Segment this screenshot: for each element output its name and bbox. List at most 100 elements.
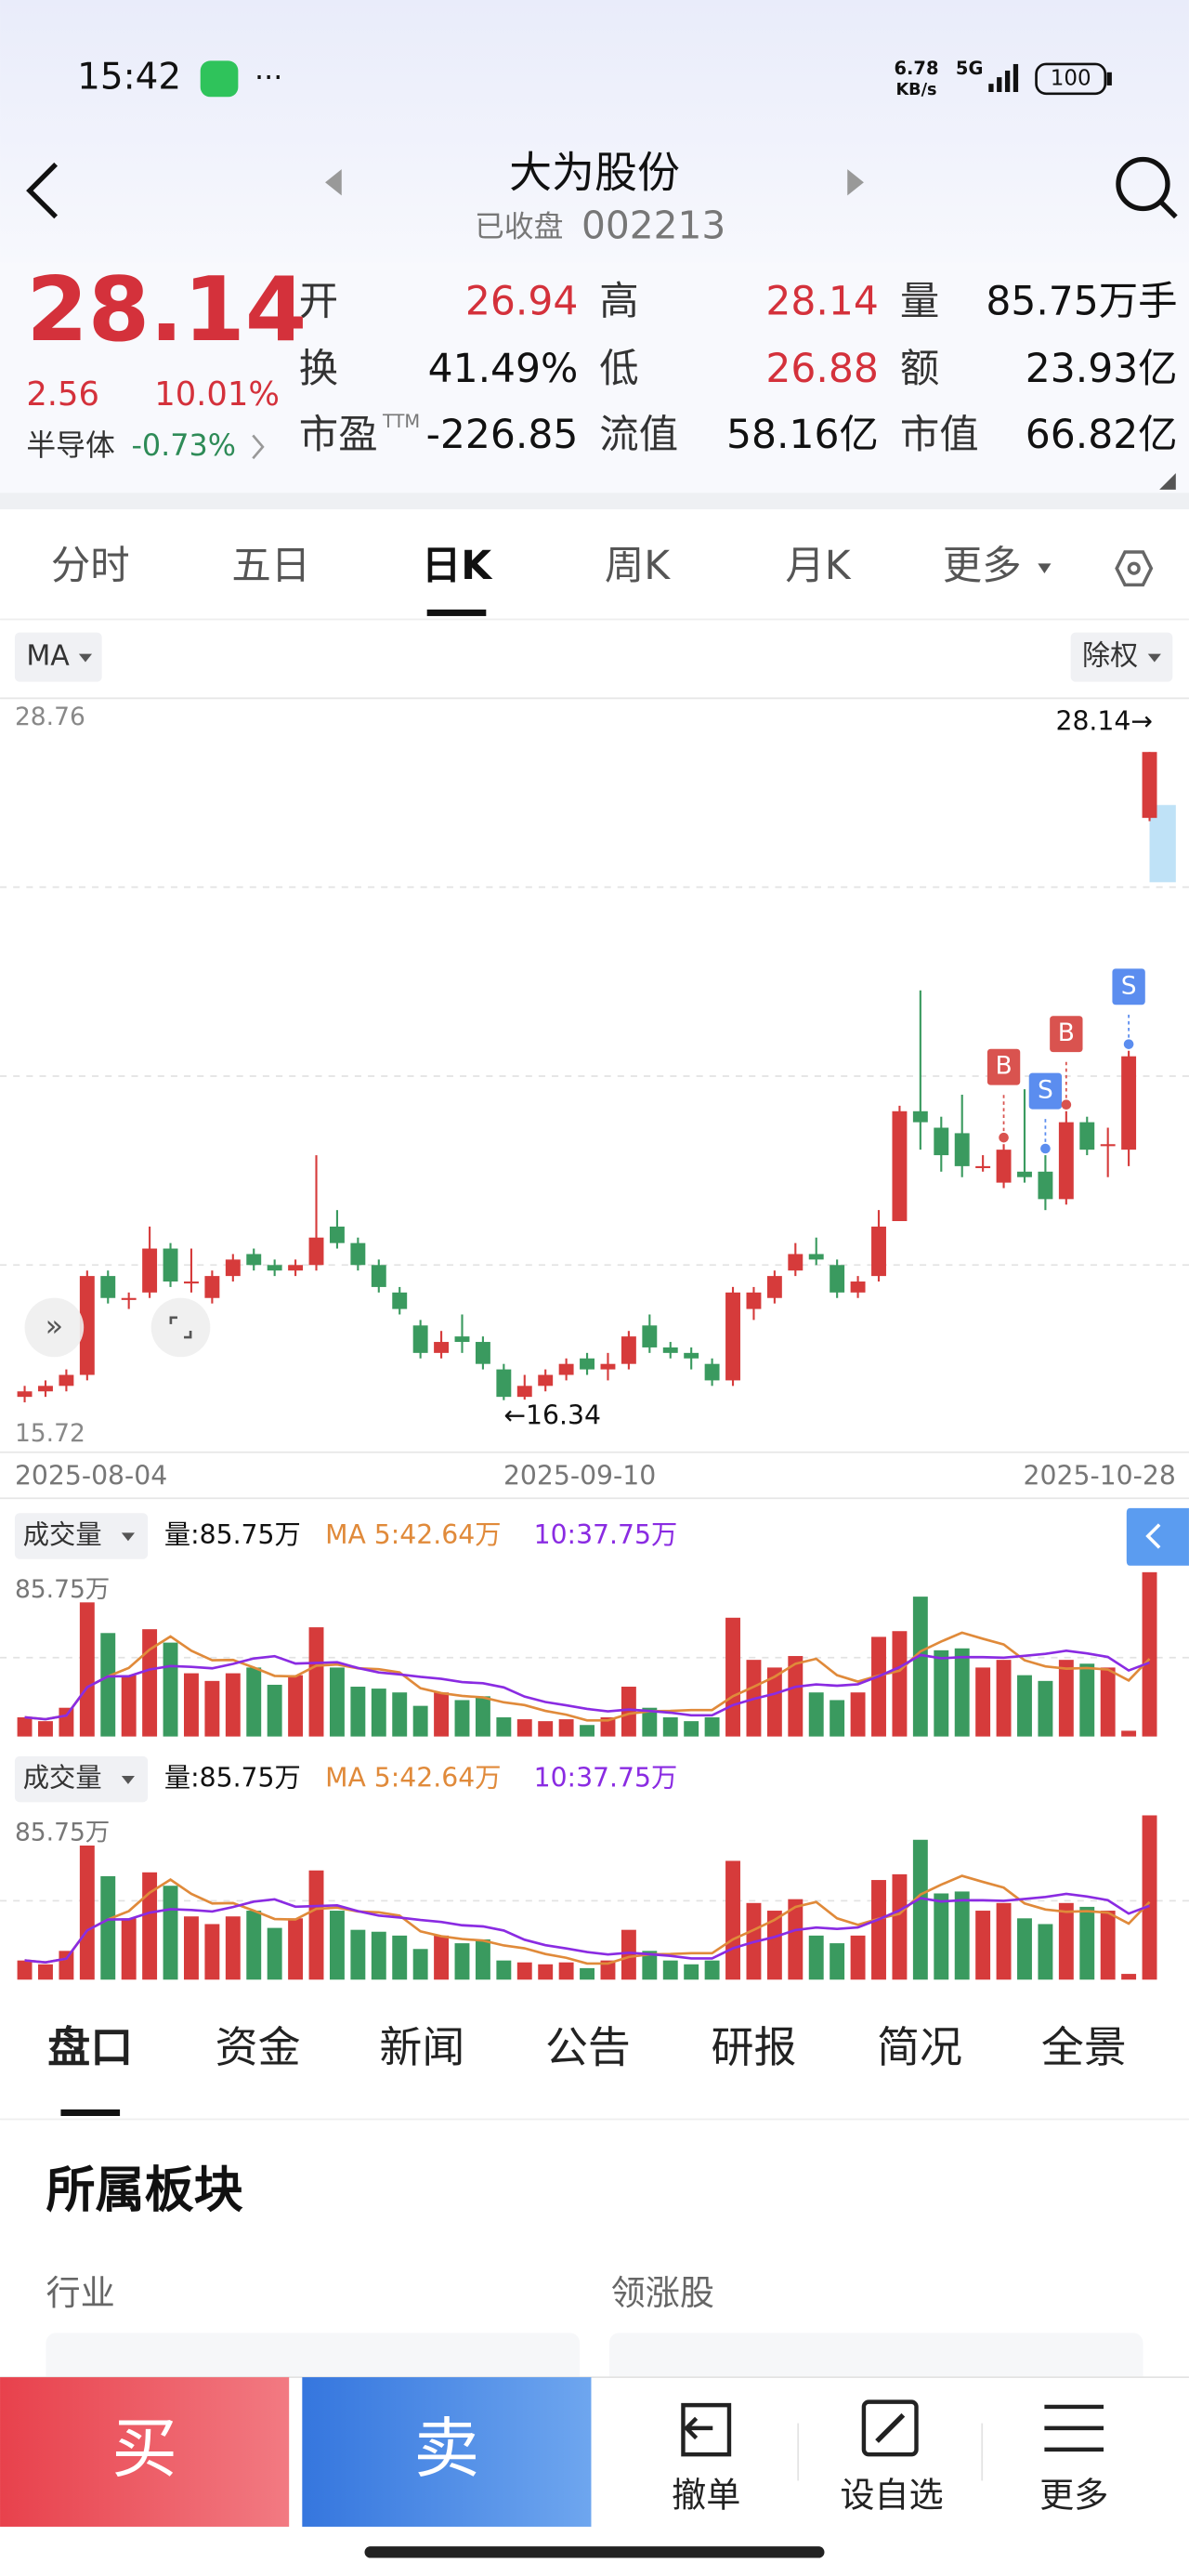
expand-corner[interactable]	[1159, 473, 1176, 490]
info-tab[interactable]: 全景	[1041, 2022, 1127, 2072]
volume-bar	[79, 1602, 95, 1737]
field-value: 58.16亿	[726, 413, 879, 458]
battery-tip	[1106, 72, 1112, 85]
volume-bar	[934, 1893, 949, 1980]
volume-bar	[1017, 1918, 1032, 1980]
volume-bar	[830, 1943, 845, 1980]
volume-title: 成交量	[23, 1763, 102, 1794]
period-tab[interactable]: 日K	[422, 544, 493, 589]
side-tab[interactable]	[1126, 1507, 1189, 1566]
marker-dot	[999, 1132, 1009, 1143]
volume-ma10-line	[24, 1892, 1151, 1965]
volume-bar	[308, 1870, 324, 1980]
candle-body	[434, 1342, 450, 1353]
field-label: 市盈	[299, 413, 378, 458]
volume-ma5: MA 5:42.64万	[325, 1519, 501, 1550]
search-button[interactable]	[1116, 156, 1170, 212]
volume-bar	[600, 1717, 616, 1737]
volume-bar	[59, 1951, 74, 1980]
candle-body	[246, 1254, 262, 1266]
info-tab[interactable]: 资金	[216, 2022, 301, 2072]
volume-bar	[350, 1929, 366, 1980]
volume-bar	[830, 1700, 845, 1737]
volume-current: 量:85.75万	[164, 1519, 301, 1550]
candle-body	[392, 1292, 408, 1309]
clock: 15:42	[77, 56, 181, 98]
volume-bar	[788, 1656, 804, 1737]
action-item[interactable]: 撤单	[672, 2476, 740, 2516]
volume-bar	[954, 1648, 970, 1737]
volume-bar	[1100, 1911, 1116, 1980]
volume-bar	[412, 1949, 428, 1980]
volume-caret	[121, 1532, 135, 1542]
candle-body	[163, 1248, 178, 1282]
field-label: 额	[900, 347, 939, 392]
ma-button[interactable]	[14, 632, 102, 682]
cancel-icon	[681, 2402, 732, 2457]
volume-bar	[725, 1860, 740, 1980]
candle-body	[329, 1226, 345, 1243]
period-tab[interactable]: 分时	[51, 544, 130, 589]
trade-marker[interactable]	[986, 1048, 1021, 1085]
scroll-left[interactable]	[24, 1297, 85, 1358]
candle-body	[642, 1325, 658, 1347]
volume-bar	[38, 1964, 53, 1980]
volume-bar	[412, 1705, 428, 1737]
volume-bar	[996, 1660, 1012, 1737]
volume-current: 量:85.75万	[164, 1763, 301, 1794]
settings-icon[interactable]	[1115, 550, 1154, 587]
adjust-button[interactable]	[1070, 632, 1173, 682]
trade-marker[interactable]	[1050, 1016, 1083, 1053]
sector-pct: -0.73%	[131, 427, 236, 463]
network: 5G	[956, 58, 983, 79]
info-tab[interactable]: 公告	[545, 2022, 631, 2072]
volume-bar	[725, 1617, 740, 1737]
adjust-caret	[1147, 653, 1161, 663]
info-tab[interactable]: 简况	[877, 2022, 962, 2072]
volume-bar	[600, 1960, 616, 1980]
trade-marker[interactable]	[1112, 968, 1145, 1005]
sector-name[interactable]: 半导体	[26, 427, 114, 463]
buy-button[interactable]	[0, 2377, 290, 2527]
fullscreen[interactable]	[150, 1297, 211, 1358]
period-tab[interactable]: 五日	[231, 544, 310, 589]
volume-menu[interactable]	[14, 1513, 149, 1559]
prev-stock[interactable]	[325, 169, 342, 196]
candle-body	[996, 1150, 1012, 1183]
period-tab[interactable]: 周K	[605, 544, 671, 589]
date-label: 2025-08-04	[15, 1460, 167, 1491]
volume-bar	[475, 1696, 490, 1737]
period-tab[interactable]: 更多	[943, 544, 1022, 589]
volume-bar	[850, 1935, 866, 1980]
next-stock[interactable]	[847, 169, 864, 196]
candle-body	[580, 1358, 594, 1370]
sell-button[interactable]	[302, 2377, 592, 2527]
candle-body	[892, 1111, 908, 1221]
volume-bar	[558, 1719, 574, 1737]
volume-bar	[1058, 1902, 1074, 1980]
action-item[interactable]: 更多	[1039, 2476, 1108, 2516]
volume-title: 成交量	[23, 1519, 102, 1550]
volume-menu[interactable]	[14, 1755, 149, 1803]
info-tab[interactable]: 盘口	[47, 2022, 133, 2072]
back-button[interactable]	[26, 162, 59, 219]
volume-bar	[871, 1880, 886, 1980]
candle-body	[808, 1254, 824, 1260]
period-tab[interactable]: 月K	[785, 544, 851, 589]
volume-bar	[454, 1943, 470, 1980]
info-tab[interactable]: 研报	[712, 2022, 797, 2072]
volume-panels: 成交量 量:85.75万 MA 5:42.64万 10:37.75万85.75万成交量…	[0, 1513, 1189, 1980]
candle-body	[746, 1292, 762, 1309]
candle-body	[725, 1292, 740, 1381]
volume-max-label: 85.75万	[15, 1575, 110, 1604]
volume-ma5-line	[24, 1631, 1151, 1722]
volume-bar	[954, 1891, 970, 1980]
action-item[interactable]: 设自选	[840, 2476, 943, 2516]
volume-caret	[121, 1776, 135, 1784]
y-max-label: 28.76	[15, 703, 85, 731]
volume-bar	[538, 1964, 554, 1980]
info-tab[interactable]: 新闻	[379, 2022, 464, 2072]
volume-bar	[204, 1680, 220, 1737]
trade-marker[interactable]	[1028, 1072, 1063, 1110]
